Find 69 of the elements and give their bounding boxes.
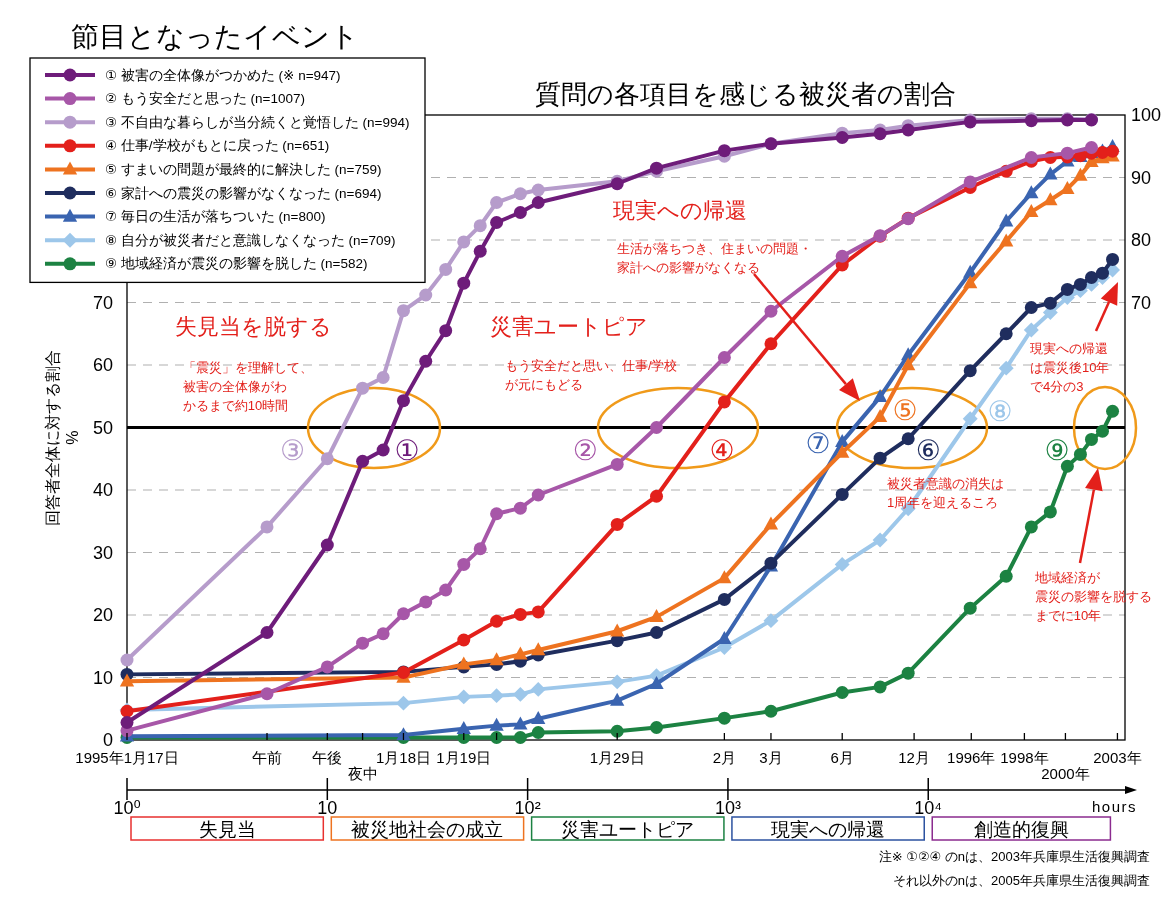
text: 創造的復興 — [973, 818, 1069, 840]
legend-label: ④ 仕事/学校がもとに戻った (n=651) — [105, 138, 330, 154]
annotation: もう安全だと思い、仕事/学校が元にもどる — [504, 358, 678, 392]
annotation: 「震災」を理解して、被害の全体像がわかるまで約10時間 — [182, 359, 313, 413]
x-tick-label: 10² — [514, 798, 541, 818]
text: 夜中 — [347, 765, 378, 782]
x-tick-label: 10³ — [714, 798, 741, 818]
y-tick-label: 0 — [102, 730, 113, 750]
legend-label: ⑧ 自分が被災者だと意識しなくなった (n=709) — [105, 232, 396, 248]
y-axis-title: 回答者全体に対する割合 % — [43, 349, 81, 526]
legend-label: ③ 不自由な暮らしが当分続くと覚悟した (n=994) — [105, 114, 410, 130]
annotation: 生活が落ちつき、住まいの問題・家計への影響がなくなる — [617, 240, 813, 275]
y2-tick-label: 70 — [1131, 292, 1152, 313]
y-tick-label: 20 — [92, 605, 113, 625]
legend-label: ⑤ すまいの問題が最終的に解決した (n=759) — [105, 161, 382, 177]
annotation: ⑨ — [1044, 434, 1070, 466]
text: それ以外のnは、2005年兵庫県生活復興調査 — [892, 873, 1150, 888]
y-tick-label: 50 — [92, 417, 113, 438]
text: 2月 — [712, 749, 737, 766]
text: 6月 — [830, 749, 854, 766]
text: 午前 — [252, 749, 283, 766]
annotation: ③ — [279, 434, 306, 466]
y2-tick-label: 90 — [1131, 167, 1152, 188]
text: 災害ユートピア — [561, 818, 695, 840]
text: 注※ ①②④ のnは、2003年兵庫県生活復興調査 — [878, 849, 1150, 864]
annotation: 被災者意識の消失は1周年を迎えるころ — [887, 476, 1005, 511]
x-tick-label: 10⁰ — [113, 798, 141, 818]
y-tick-label: 30 — [92, 542, 113, 563]
y2-tick-label: 80 — [1131, 230, 1152, 250]
text: 1月18日 — [375, 749, 431, 766]
text: 1995年1月17日 — [75, 749, 179, 766]
text: 被災地社会の成立 — [351, 818, 504, 840]
y-tick-label: 70 — [92, 292, 113, 313]
annotation: 現実への帰還 — [612, 198, 747, 224]
legend-label: ⑦ 毎日の生活が落ちついた (n=800) — [105, 209, 326, 225]
annotation: ④ — [709, 434, 735, 466]
x-axis-title: hours — [1091, 798, 1137, 815]
annotation: ⑥ — [915, 434, 941, 466]
legend-title: 節目となったイベント — [71, 21, 359, 52]
y2-tick-label: 100 — [1131, 105, 1162, 125]
text: 2000年 — [1041, 765, 1090, 782]
text: 失見当 — [198, 818, 256, 840]
text: 3月 — [759, 749, 783, 766]
annotation: ⑦ — [805, 427, 831, 459]
legend-label: ② もう安全だと思った (n=1007) — [105, 91, 306, 107]
legend-label: ① 被害の全体像がつかめた (※ n=947) — [105, 67, 341, 83]
y-tick-label: 40 — [92, 480, 113, 500]
text: 1998年 — [1000, 749, 1049, 766]
text: 現実への帰還 — [771, 818, 886, 840]
y-tick-label: 10 — [92, 667, 113, 688]
legend-label: ⑥ 家計への震災の影響がなくなった (n=694) — [105, 185, 382, 201]
text: 2003年 — [1093, 749, 1142, 766]
annotation: 現実への帰還は震災後10年で4分の3 — [1029, 340, 1110, 394]
x-tick-label: 10⁴ — [914, 798, 943, 818]
annotation: ② — [572, 434, 598, 466]
legend-label: ⑨ 地域経済が震災の影響を脱した (n=582) — [105, 256, 368, 272]
annotation: ⑧ — [987, 396, 1013, 428]
text: 1月19日 — [436, 749, 492, 766]
text: 12月 — [898, 749, 930, 766]
annotation: 災害ユートピア — [489, 313, 648, 339]
x-tick-label: 10 — [317, 798, 338, 818]
annotation: ⑤ — [892, 394, 918, 426]
annotation: 失見当を脱する — [175, 313, 333, 339]
annotation: ① — [394, 434, 420, 466]
chart-title: 質問の各項目を感じる被災者の割合 — [534, 79, 956, 109]
text: 1996年 — [947, 749, 996, 766]
y-tick-label: 60 — [92, 355, 113, 375]
text: 午後 — [312, 749, 343, 766]
text: 1月29日 — [589, 749, 645, 766]
